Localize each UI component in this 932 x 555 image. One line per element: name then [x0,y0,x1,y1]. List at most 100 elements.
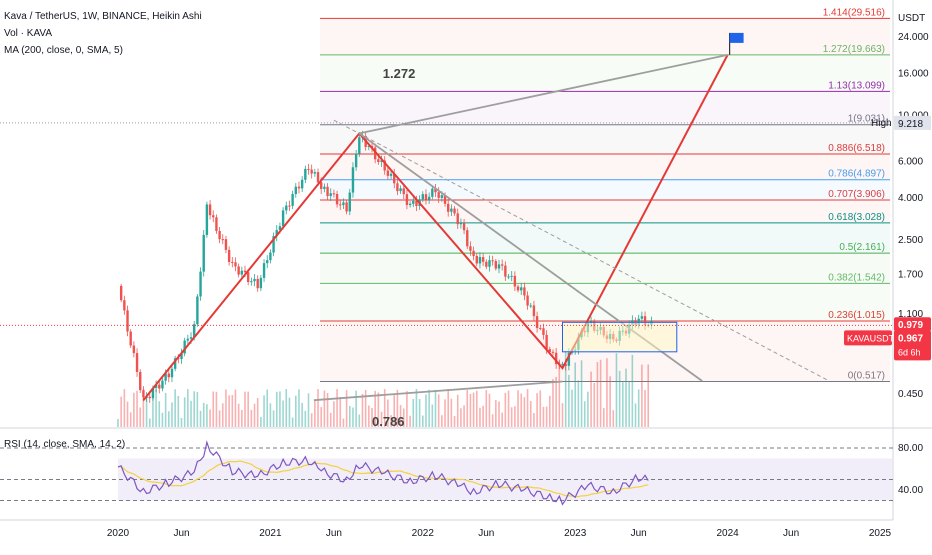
volume-bar [336,389,338,427]
candle-body [491,260,494,262]
fib-zone [320,91,890,125]
volume-bar [628,381,630,427]
volume-bar [304,410,307,427]
candle-body [532,305,536,317]
volume-bar [158,401,161,427]
symbol-title[interactable]: Kava / TetherUS, 1W, BINANCE, Heikin Ash… [4,11,202,22]
price-tick-label: 1.700 [898,270,923,281]
volume-bar [418,399,421,427]
volume-bar [358,414,361,427]
volume-bar [399,405,402,427]
volume-bar [215,391,218,427]
fib-zone [320,253,890,284]
candle-body [329,193,332,197]
ma-legend[interactable]: MA (200, close, 0, SMA, 5) [4,45,123,56]
volume-bar [552,379,554,427]
volume-bar [228,395,230,427]
candle-body [513,275,517,287]
volume-bar [558,361,561,427]
volume-bar [355,390,357,427]
candle-body [494,261,498,269]
volume-bar [250,409,253,427]
volume-bar [139,407,142,427]
fib-level-label: 0.886(6.518) [828,143,885,154]
candle-body [434,188,437,193]
volume-bar [126,401,129,427]
volume-bar [529,401,532,427]
volume-bar [269,403,272,427]
volume-bar [364,390,367,427]
time-tick-label: 2023 [564,528,587,539]
candle-body [161,380,164,389]
fib-retracement: 1.414(29.516) 1.272(19.663) 1.13(13.099) 1(… [320,7,890,383]
volume-bar [580,360,583,427]
candle-body [567,352,571,366]
volume-bar [504,392,507,427]
volume-bar [368,405,370,427]
volume-bar [447,389,449,427]
volume-bar [326,392,329,427]
candle-body [173,358,177,369]
volume-bar [218,410,221,427]
volume-bar [202,402,205,427]
ticker-label: KAVAUSDT [847,333,895,343]
volume-bar [212,391,215,427]
volume-bar [596,362,599,427]
volume-bar [348,405,351,427]
candle-body [437,192,440,198]
volume-bar [615,353,618,427]
volume-bar [196,392,199,427]
gray-lower-line [313,380,563,402]
annotation-0786: 0.786 [372,414,405,429]
volume-legend[interactable]: Vol · KAVA [4,28,52,39]
price-tick-label: 1.100 [898,309,923,320]
volume-bar [244,391,246,427]
currency-label: USDT [898,13,925,24]
fib-zone [320,179,890,200]
time-tick-label: 2020 [107,528,130,539]
candle-body [342,202,345,206]
price-tick-label: 16.000 [898,68,929,79]
fib-level-label: 0.618(3.028) [828,212,885,223]
volume-bar [409,415,411,427]
volume-bar [206,404,208,427]
candle-body [459,223,463,225]
candle-body [189,337,193,339]
volume-bar [152,396,154,427]
top-price-bg [894,317,931,332]
candle-body [154,384,158,388]
candle-body [485,261,488,267]
volume-bar [323,390,326,427]
dashed-trend-line [333,119,830,382]
candle-body [167,373,170,378]
volume-bar [501,412,503,427]
volume-bar [247,391,249,427]
rsi-legend[interactable]: RSI (14, close, SMA, 14, 2) [4,439,126,450]
volume-bar [339,396,342,427]
volume-bar [625,368,627,427]
candle-body [520,287,523,291]
candle-body [412,200,415,204]
volume-bar [180,417,183,427]
volume-bar [415,389,418,427]
volume-bar [434,389,437,427]
volume-bar [174,389,176,427]
fib-zone [320,18,890,55]
volume-bar [317,389,319,427]
candle-body [310,169,313,174]
candle-body [275,230,278,237]
volume-bar [466,389,469,427]
candle-body [278,226,282,231]
fib-zone [320,124,890,155]
volume-bar [298,389,300,427]
volume-bar [221,403,224,427]
volume-bar [148,418,151,427]
volume-bar [171,402,173,427]
fib-level-label: 0.5(2.161) [839,242,885,253]
volume-bar [644,390,646,427]
candle-body [475,255,478,264]
candle-body [326,186,329,197]
candle-body [456,213,459,225]
volume-bar [637,389,640,427]
